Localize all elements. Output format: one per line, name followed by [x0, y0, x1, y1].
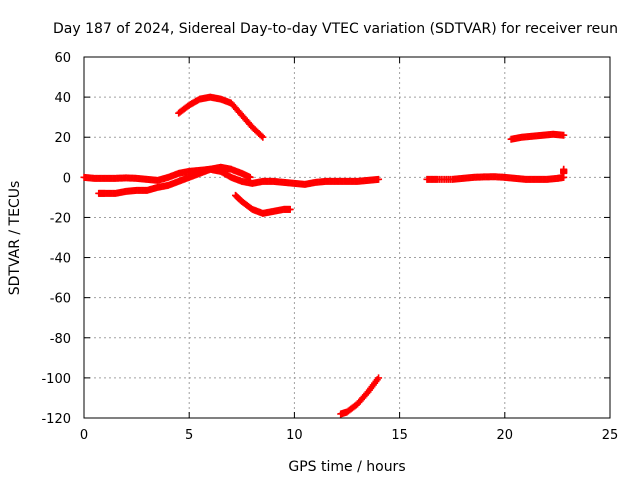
x-tick-label: 10: [286, 428, 303, 443]
series-arc-6: [423, 173, 568, 183]
plot-frame: [83, 56, 611, 419]
data-point: [560, 169, 568, 177]
y-tick-label: 40: [54, 91, 71, 106]
data-point: [375, 374, 383, 382]
x-axis-label: GPS time / hours: [288, 459, 405, 475]
y-tick-label: 20: [54, 131, 71, 146]
data-point: [375, 175, 383, 183]
x-tick-label: 20: [497, 428, 514, 443]
series-arc-4: [231, 191, 294, 217]
grid-lines: [84, 57, 610, 418]
y-tick-label: -100: [41, 372, 71, 387]
data-point: [560, 131, 568, 139]
y-tick-label: 60: [54, 51, 71, 66]
x-tick-label: 5: [185, 428, 193, 443]
series-arc-7: [560, 165, 568, 177]
y-tick-label: 0: [63, 171, 71, 186]
x-tick-label: 0: [80, 428, 88, 443]
data-point: [259, 133, 267, 141]
series-arc-2: [95, 163, 254, 197]
axis-ticks: 0 5 10 15 20 25 60 40 20 0 -20 -40 -60 -80 -100 -120: [41, 51, 618, 443]
series-arc-8: [507, 130, 568, 143]
x-tick-label: 25: [602, 428, 619, 443]
y-axis-label: SDTVAR / TECUs: [7, 181, 23, 296]
y-tick-label: -120: [41, 412, 71, 427]
y-tick-label: -20: [50, 211, 71, 226]
y-tick-label: -40: [50, 252, 71, 267]
series-arc-3: [175, 93, 267, 141]
series-arc-5: [337, 374, 383, 418]
data-point: [286, 205, 294, 213]
data-point: [246, 173, 254, 181]
data-point: [258, 132, 266, 140]
y-tick-label: -60: [50, 292, 71, 307]
x-tick-label: 15: [391, 428, 408, 443]
data-points: [80, 93, 568, 418]
chart-title: Day 187 of 2024, Sidereal Day-to-day VTE…: [53, 21, 618, 37]
y-tick-label: -80: [50, 332, 71, 347]
